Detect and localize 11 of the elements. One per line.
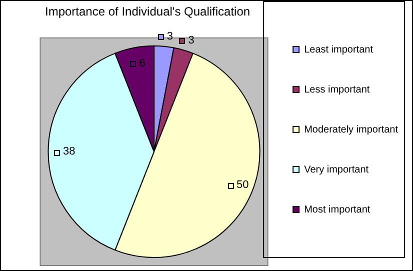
data-label: 3 [188, 34, 194, 47]
legend-label: Moderately important [304, 124, 398, 136]
data-label: 3 [166, 30, 173, 42]
data-label: 6 [139, 57, 146, 70]
data-label: 50 [236, 178, 249, 191]
data-label: 38 [62, 146, 76, 158]
legend-label: Very important [304, 164, 369, 176]
legend-label: Least important [304, 44, 374, 56]
legend-label: Less important [304, 84, 370, 96]
chart-title: Importance of Individual's Qualification [45, 4, 250, 19]
legend-label: Most important [304, 204, 370, 216]
